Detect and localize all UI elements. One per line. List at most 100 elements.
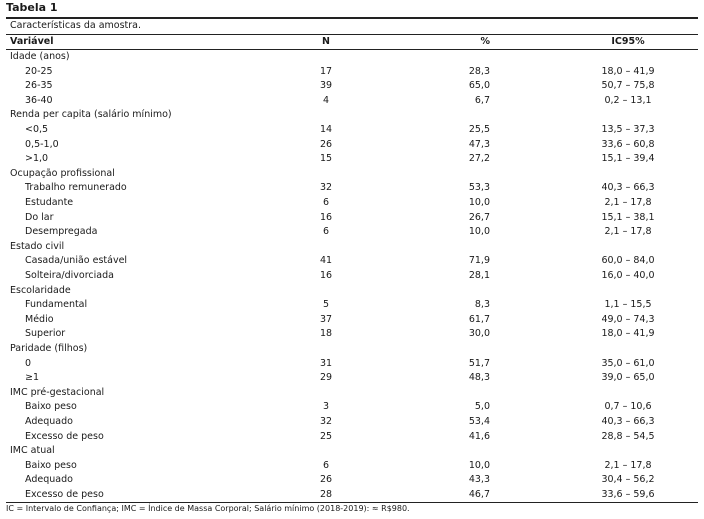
row-ci: 35,0 – 61,0 xyxy=(601,357,655,369)
group-label: Estado civil xyxy=(10,240,65,252)
table-row: Solteira/divorciada 16 28,1 16,0 – 40,0 xyxy=(6,269,698,284)
row-label: <0,5 xyxy=(25,124,49,135)
group-row: Renda per capita (salário mínimo) xyxy=(6,108,698,123)
row-pct: 5,0 xyxy=(474,401,490,413)
row-label: Adequado xyxy=(25,416,73,427)
row-label: Médio xyxy=(25,313,54,325)
row-ci: 60,0 – 84,0 xyxy=(601,255,655,267)
row-pct: 71,9 xyxy=(468,255,490,267)
header-bottom-rule xyxy=(6,49,698,50)
group-label: Escolaridade xyxy=(10,284,71,296)
table-row: Adequado 26 43,3 30,4 – 56,2 xyxy=(6,473,698,488)
table-row: Adequado 32 53,4 40,3 – 66,3 xyxy=(6,415,698,430)
row-ci: 16,0 – 40,0 xyxy=(601,270,655,281)
row-ci: 13,5 – 37,3 xyxy=(601,124,655,135)
row-pct: 10,0 xyxy=(468,459,490,471)
row-pct: 10,0 xyxy=(468,197,490,208)
row-n: 6 xyxy=(322,197,330,208)
row-label: Do lar xyxy=(25,211,54,223)
table-caption: Características da amostra. xyxy=(10,20,142,31)
row-ci: 15,1 – 38,1 xyxy=(601,211,655,223)
row-label: 0,5-1,0 xyxy=(25,138,59,150)
row-n: 3 xyxy=(322,401,330,413)
row-n: 4 xyxy=(322,94,330,106)
row-label: Casada/união estável xyxy=(25,255,128,267)
row-n: 26 xyxy=(319,474,333,486)
group-label: Idade (anos) xyxy=(10,51,70,62)
row-label: Superior xyxy=(25,328,66,340)
row-ci: 40,3 – 66,3 xyxy=(601,416,655,427)
row-n: 39 xyxy=(319,80,333,92)
table-row: Médio 37 61,7 49,0 – 74,3 xyxy=(6,313,698,328)
row-label: 36-40 xyxy=(25,94,53,106)
group-label: IMC pré-gestacional xyxy=(10,386,105,398)
row-pct: 48,3 xyxy=(468,372,490,384)
row-pct: 27,2 xyxy=(468,153,490,165)
row-pct: 43,3 xyxy=(468,474,490,486)
header-variable: Variável xyxy=(10,36,54,47)
row-pct: 28,3 xyxy=(468,65,490,77)
row-label: 0 xyxy=(25,357,32,369)
row-pct: 8,3 xyxy=(474,299,490,311)
row-ci: 18,0 – 41,9 xyxy=(601,328,655,340)
group-label: IMC atual xyxy=(10,445,55,457)
table-row: 20-25 17 28,3 18,0 – 41,9 xyxy=(6,65,698,80)
group-row: Estado civil xyxy=(6,240,698,255)
group-row: IMC pré-gestacional xyxy=(6,386,698,401)
table-row: 36-40 4 6,7 0,2 – 13,1 xyxy=(6,94,698,109)
row-label: >1,0 xyxy=(25,153,49,165)
row-label: Estudante xyxy=(25,197,74,208)
group-row: Idade (anos) xyxy=(6,50,698,65)
table-header: Variável N % IC95% xyxy=(6,35,698,50)
group-label: Renda per capita (salário mínimo) xyxy=(10,109,172,121)
row-pct: 65,0 xyxy=(468,80,490,92)
row-ci: 49,0 – 74,3 xyxy=(601,313,655,325)
row-pct: 53,3 xyxy=(468,182,490,194)
row-label: Excesso de peso xyxy=(25,489,104,500)
row-ci: 2,1 – 17,8 xyxy=(604,459,652,471)
row-ci: 1,1 – 15,5 xyxy=(604,299,652,311)
row-n: 18 xyxy=(319,328,333,340)
row-pct: 53,4 xyxy=(468,416,490,427)
table-row: Excesso de peso 25 41,6 28,8 – 54,5 xyxy=(6,430,698,445)
table-row: 26-35 39 65,0 50,7 – 75,8 xyxy=(6,79,698,94)
row-ci: 0,7 – 10,6 xyxy=(604,401,652,413)
row-ci: 30,4 – 56,2 xyxy=(601,474,655,486)
header-top-rule xyxy=(6,34,698,35)
row-label: ≥1 xyxy=(25,372,40,384)
row-ci: 18,0 – 41,9 xyxy=(601,65,655,77)
row-n: 32 xyxy=(319,182,333,194)
row-n: 17 xyxy=(319,65,333,77)
row-label: Fundamental xyxy=(25,299,88,311)
row-label: Adequado xyxy=(25,474,73,486)
row-n: 32 xyxy=(319,416,333,427)
table-row: Desempregada 6 10,0 2,1 – 17,8 xyxy=(6,225,698,240)
row-label: Solteira/divorciada xyxy=(25,270,114,281)
row-label: 20-25 xyxy=(25,65,53,77)
top-rule xyxy=(6,17,698,19)
row-ci: 2,1 – 17,8 xyxy=(604,197,652,208)
row-ci: 40,3 – 66,3 xyxy=(601,182,655,194)
table-row: >1,0 15 27,2 15,1 – 39,4 xyxy=(6,152,698,167)
row-label: Desempregada xyxy=(25,226,98,238)
row-ci: 2,1 – 17,8 xyxy=(604,226,652,238)
row-pct: 46,7 xyxy=(468,489,490,500)
group-label: Paridade (filhos) xyxy=(10,343,88,354)
row-n: 31 xyxy=(319,357,333,369)
table-row: Do lar 16 26,7 15,1 – 38,1 xyxy=(6,211,698,226)
table-row: <0,5 14 25,5 13,5 – 37,3 xyxy=(6,123,698,138)
row-n: 37 xyxy=(319,313,333,325)
row-ci: 33,6 – 60,8 xyxy=(601,138,655,150)
table-row: Fundamental 5 8,3 1,1 – 15,5 xyxy=(6,298,698,313)
row-n: 41 xyxy=(319,255,333,267)
header-ci: IC95% xyxy=(611,36,645,47)
row-ci: 33,6 – 59,6 xyxy=(601,489,655,500)
row-pct: 41,6 xyxy=(468,430,490,442)
table-row: Casada/união estável 41 71,9 60,0 – 84,0 xyxy=(6,254,698,269)
group-row: Escolaridade xyxy=(6,284,698,299)
table-row: Excesso de peso 28 46,7 33,6 – 59,6 xyxy=(6,488,698,503)
row-pct: 25,5 xyxy=(468,124,490,135)
header-n: N xyxy=(322,36,330,47)
header-pct: % xyxy=(480,36,490,47)
row-n: 29 xyxy=(319,372,333,384)
